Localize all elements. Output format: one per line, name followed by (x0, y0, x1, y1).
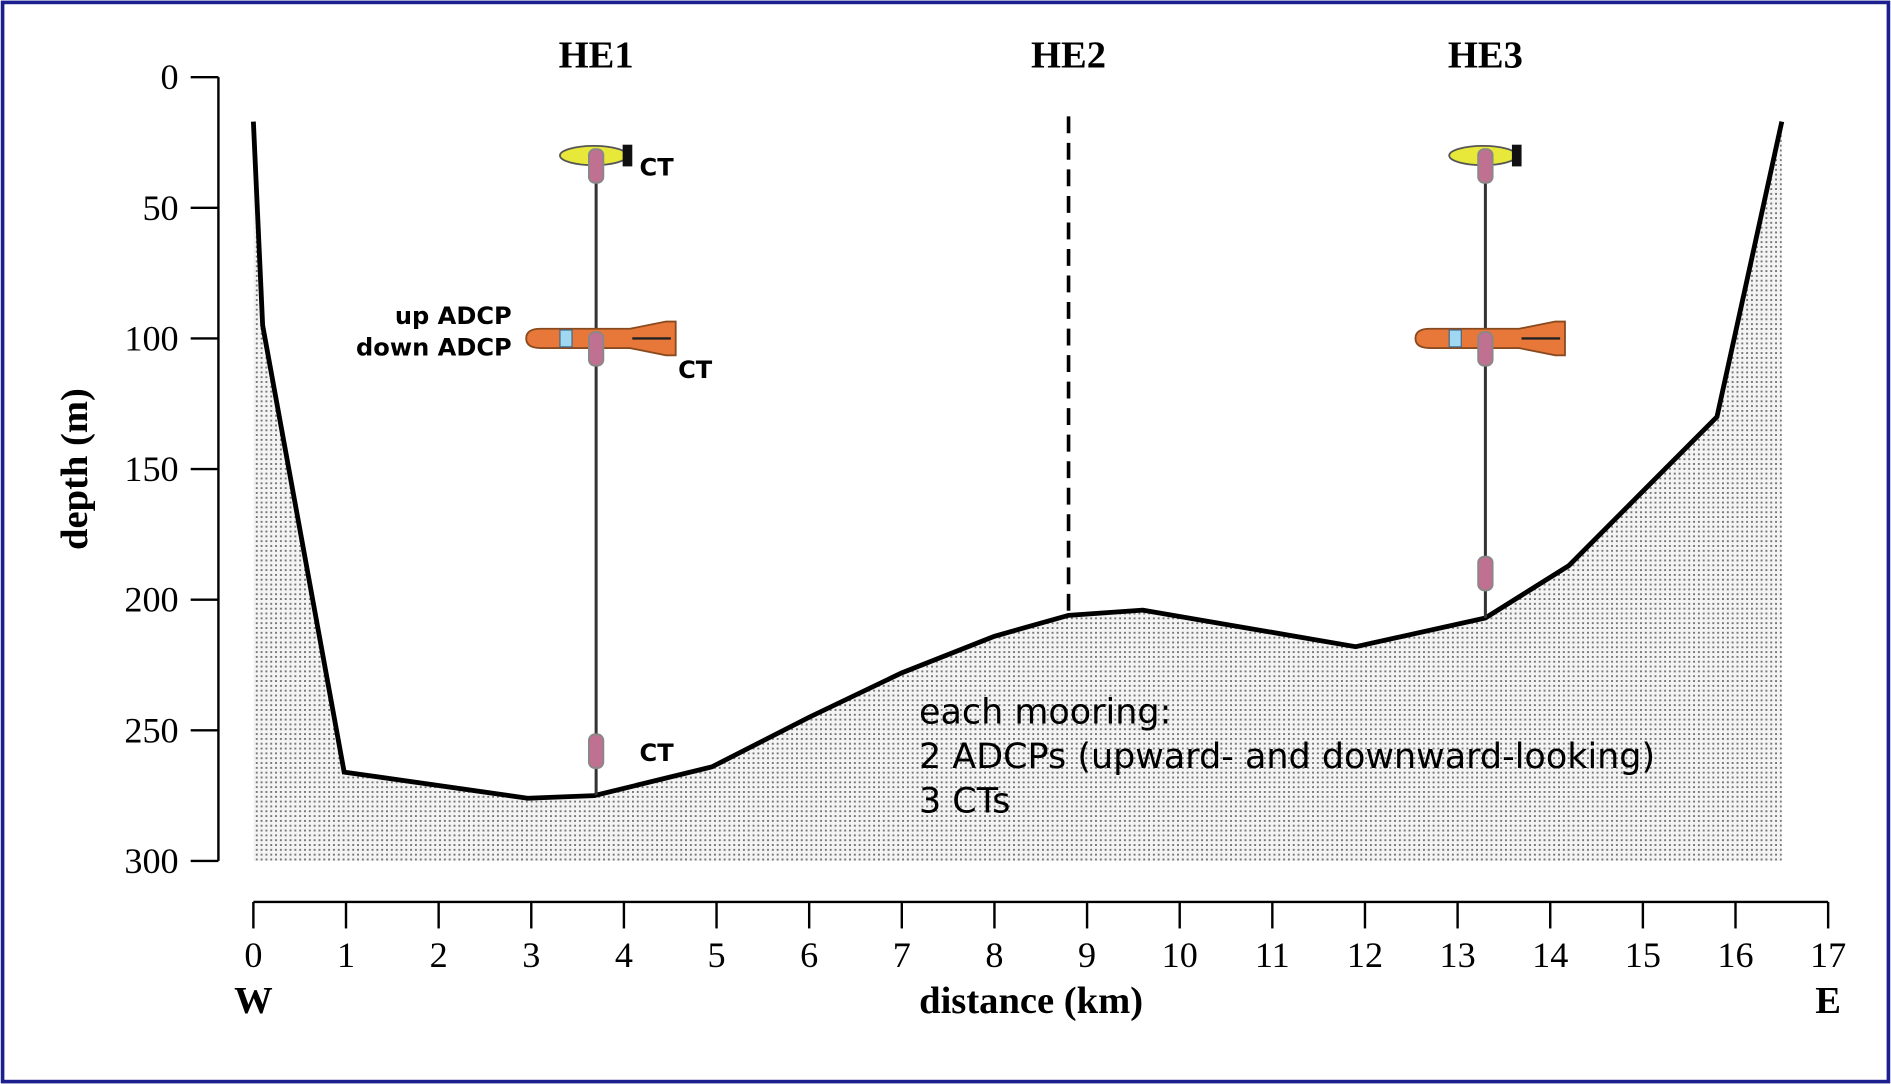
y-tick-label: 250 (124, 710, 178, 750)
ct (587, 331, 605, 367)
ct-label: CT (678, 356, 713, 384)
ct (1477, 331, 1494, 367)
adcp-head (1448, 329, 1462, 348)
x-end-label: E (1815, 980, 1841, 1022)
ct (1477, 555, 1494, 592)
x-tick-label: 10 (1162, 935, 1198, 975)
x-tick-label: 6 (800, 935, 818, 975)
x-end-label: W (234, 980, 273, 1022)
x-tick-label: 13 (1440, 935, 1476, 975)
x-tick-label: 3 (522, 935, 540, 975)
x-tick-label: 15 (1625, 935, 1661, 975)
y-tick-label: 0 (161, 57, 179, 97)
y-tick-label: 100 (124, 318, 178, 358)
x-tick-label: 2 (430, 935, 448, 975)
note-line: 2 ADCPs (upward- and downward-looking) (919, 737, 1655, 777)
y-axis-label: depth (m) (54, 388, 96, 550)
float-cap (1511, 144, 1522, 167)
mooring-label: HE1 (559, 35, 634, 77)
x-tick-label: 16 (1717, 935, 1753, 975)
seabed-area (253, 121, 1782, 861)
x-tick-label: 1 (337, 935, 355, 975)
adcp-label: down ADCP (356, 333, 512, 361)
x-tick-label: 0 (244, 935, 262, 975)
x-tick-label: 4 (615, 935, 633, 975)
x-tick-label: 14 (1532, 935, 1568, 975)
mooring-label: HE3 (1448, 35, 1523, 77)
x-tick-label: 12 (1347, 935, 1383, 975)
ct-label: CT (640, 154, 675, 182)
float-cap (622, 144, 633, 167)
x-tick-label: 8 (985, 935, 1003, 975)
adcp-head (559, 329, 573, 348)
x-tick-label: 5 (708, 935, 726, 975)
note-line: 3 CTs (919, 782, 1011, 822)
y-tick-label: 300 (124, 841, 178, 881)
seabed-line (250, 121, 1785, 801)
x-tick-label: 11 (1255, 935, 1290, 975)
ct (1477, 148, 1494, 184)
y-tick-label: 150 (124, 449, 178, 489)
ct (587, 148, 605, 184)
adcp-label: up ADCP (395, 302, 512, 330)
x-axis-label: distance (km) (919, 980, 1143, 1022)
mooring-label: HE2 (1031, 35, 1106, 77)
x-tick-label: 7 (893, 935, 911, 975)
y-tick-label: 50 (142, 188, 178, 228)
y-tick-label: 200 (124, 580, 178, 620)
x-tick-label: 17 (1810, 935, 1846, 975)
ct-label: CT (640, 739, 675, 767)
note-line: each mooring: (919, 692, 1171, 732)
ct (587, 733, 605, 769)
x-tick-label: 9 (1078, 935, 1096, 975)
